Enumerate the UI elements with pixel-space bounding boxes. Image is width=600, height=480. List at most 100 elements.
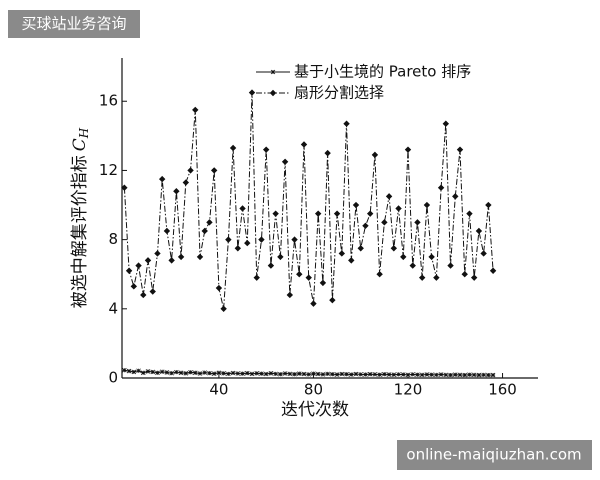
marker xyxy=(310,300,317,307)
marker xyxy=(159,369,165,375)
y-tick-label: 16 xyxy=(99,92,118,110)
marker xyxy=(448,372,453,378)
marker xyxy=(202,370,208,375)
marker xyxy=(438,372,444,377)
marker xyxy=(390,245,398,252)
marker xyxy=(344,371,349,377)
marker xyxy=(437,184,445,191)
marker xyxy=(396,372,401,377)
marker xyxy=(178,370,184,376)
marker xyxy=(343,120,350,127)
marker xyxy=(348,372,354,377)
marker xyxy=(353,371,359,377)
marker xyxy=(470,274,478,281)
marker xyxy=(338,250,346,257)
watermark: 买球站业务咨询 xyxy=(21,15,126,33)
marker xyxy=(366,210,374,217)
watermark-box xyxy=(397,440,592,470)
marker xyxy=(305,274,312,281)
marker xyxy=(462,372,468,378)
marker xyxy=(268,371,274,376)
x-tick-label: 120 xyxy=(394,381,423,399)
marker xyxy=(296,371,302,376)
marker xyxy=(278,371,283,377)
marker xyxy=(183,371,189,376)
marker xyxy=(149,288,156,295)
marker xyxy=(197,371,203,376)
marker xyxy=(490,372,496,378)
y-label-subscript: H xyxy=(77,127,91,139)
marker xyxy=(140,291,147,299)
marker xyxy=(442,120,450,127)
x-tick-label: 40 xyxy=(209,381,228,399)
watermark-box xyxy=(8,10,140,38)
marker xyxy=(428,253,435,261)
marker xyxy=(357,245,364,252)
marker xyxy=(187,167,194,174)
marker xyxy=(226,371,231,377)
marker xyxy=(140,370,146,376)
marker xyxy=(457,372,463,378)
marker xyxy=(150,369,156,375)
marker xyxy=(221,371,226,376)
marker xyxy=(254,371,260,376)
marker xyxy=(434,372,439,378)
marker xyxy=(330,371,335,377)
marker xyxy=(259,371,264,376)
marker xyxy=(371,151,379,159)
marker xyxy=(363,372,368,377)
marker xyxy=(220,305,227,313)
y-tick-label: 4 xyxy=(108,299,118,317)
marker xyxy=(277,253,284,261)
marker xyxy=(287,371,293,377)
marker xyxy=(244,239,251,247)
marker xyxy=(286,291,294,299)
marker xyxy=(382,371,387,377)
marker xyxy=(210,167,218,174)
marker xyxy=(300,141,308,148)
marker xyxy=(452,372,458,377)
marker xyxy=(240,371,245,376)
marker xyxy=(281,158,289,165)
marker xyxy=(235,371,241,376)
marker xyxy=(452,193,459,200)
marker xyxy=(192,370,198,376)
marker xyxy=(429,372,434,377)
marker xyxy=(136,368,141,374)
marker xyxy=(376,271,383,278)
marker xyxy=(145,369,151,374)
marker xyxy=(306,372,312,377)
x-axis-label: 迭代次数 xyxy=(281,400,349,420)
marker xyxy=(405,372,411,378)
y-axis-label-text: 被选中解集评价指标 CH xyxy=(70,127,91,308)
marker xyxy=(400,253,407,261)
marker xyxy=(415,372,420,377)
legend-label: 扇形分割选择 xyxy=(294,84,384,102)
marker xyxy=(423,201,431,209)
marker xyxy=(395,205,402,212)
marker xyxy=(207,370,212,376)
marker xyxy=(372,372,378,377)
marker xyxy=(291,236,298,243)
y-axis-label: 被选中解集评价指标 CH xyxy=(70,127,91,308)
marker xyxy=(282,371,288,376)
marker xyxy=(201,227,208,235)
marker xyxy=(461,271,468,278)
y-label-main: 被选中解集评价指标 xyxy=(70,155,90,308)
y-label-symbol: C xyxy=(70,138,90,151)
marker xyxy=(234,245,242,252)
marker xyxy=(447,262,454,269)
marker xyxy=(467,372,472,377)
marker xyxy=(173,187,180,195)
marker xyxy=(311,371,316,376)
marker xyxy=(164,370,170,375)
marker xyxy=(177,253,185,261)
marker xyxy=(273,371,278,377)
marker xyxy=(385,193,393,200)
marker xyxy=(485,201,492,209)
marker xyxy=(315,371,321,377)
marker xyxy=(253,274,260,281)
marker xyxy=(314,210,322,217)
marker xyxy=(486,372,491,378)
marker xyxy=(301,371,307,377)
